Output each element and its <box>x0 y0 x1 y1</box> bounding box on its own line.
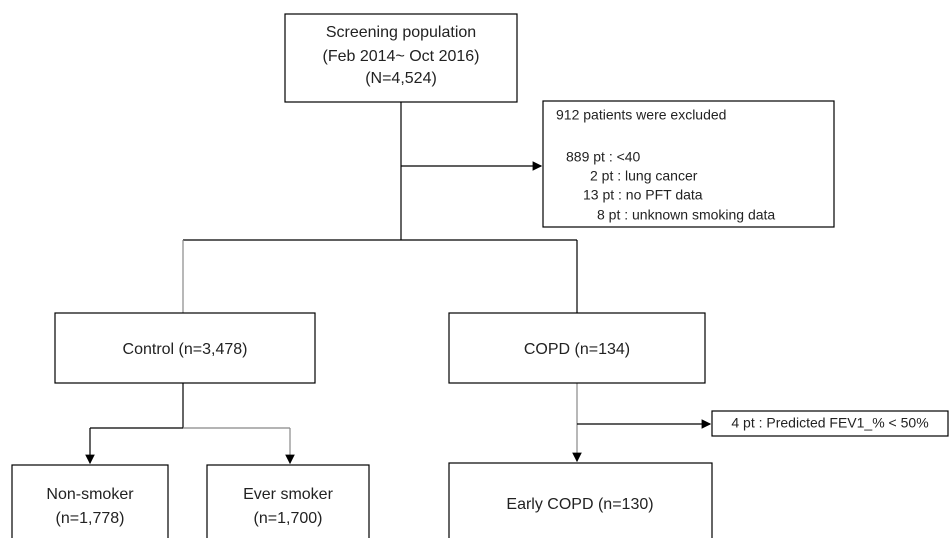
node-text: Screening population <box>326 24 476 41</box>
node-text: COPD (n=134) <box>524 341 630 358</box>
node-text: 13 pt : no PFT data <box>583 187 703 203</box>
box <box>448 312 706 384</box>
box <box>284 13 518 103</box>
node-text: (Feb 2014~ Oct 2016) <box>323 48 480 65</box>
node-text: (N=4,524) <box>365 70 437 87</box>
node-text: Early COPD (n=130) <box>506 496 653 513</box>
node-text: 4 pt : Predicted FEV1_% < 50% <box>731 415 928 431</box>
node-text: (n=1,778) <box>56 510 125 527</box>
box <box>11 464 169 538</box>
node-text: 912 patients were excluded <box>556 107 726 123</box>
node-text: 2 pt : lung cancer <box>590 168 698 184</box>
node-text: 889 pt : <40 <box>566 149 641 165</box>
node-text: (n=1,700) <box>254 510 323 527</box>
box <box>711 410 949 437</box>
box <box>542 100 835 228</box>
node-text: Control (n=3,478) <box>123 341 248 358</box>
node-text: 8 pt : unknown smoking data <box>597 207 775 223</box>
box <box>54 312 316 384</box>
box <box>448 462 713 538</box>
node-text: Ever smoker <box>243 486 333 503</box>
box <box>206 464 370 538</box>
node-text: Non-smoker <box>46 486 134 503</box>
